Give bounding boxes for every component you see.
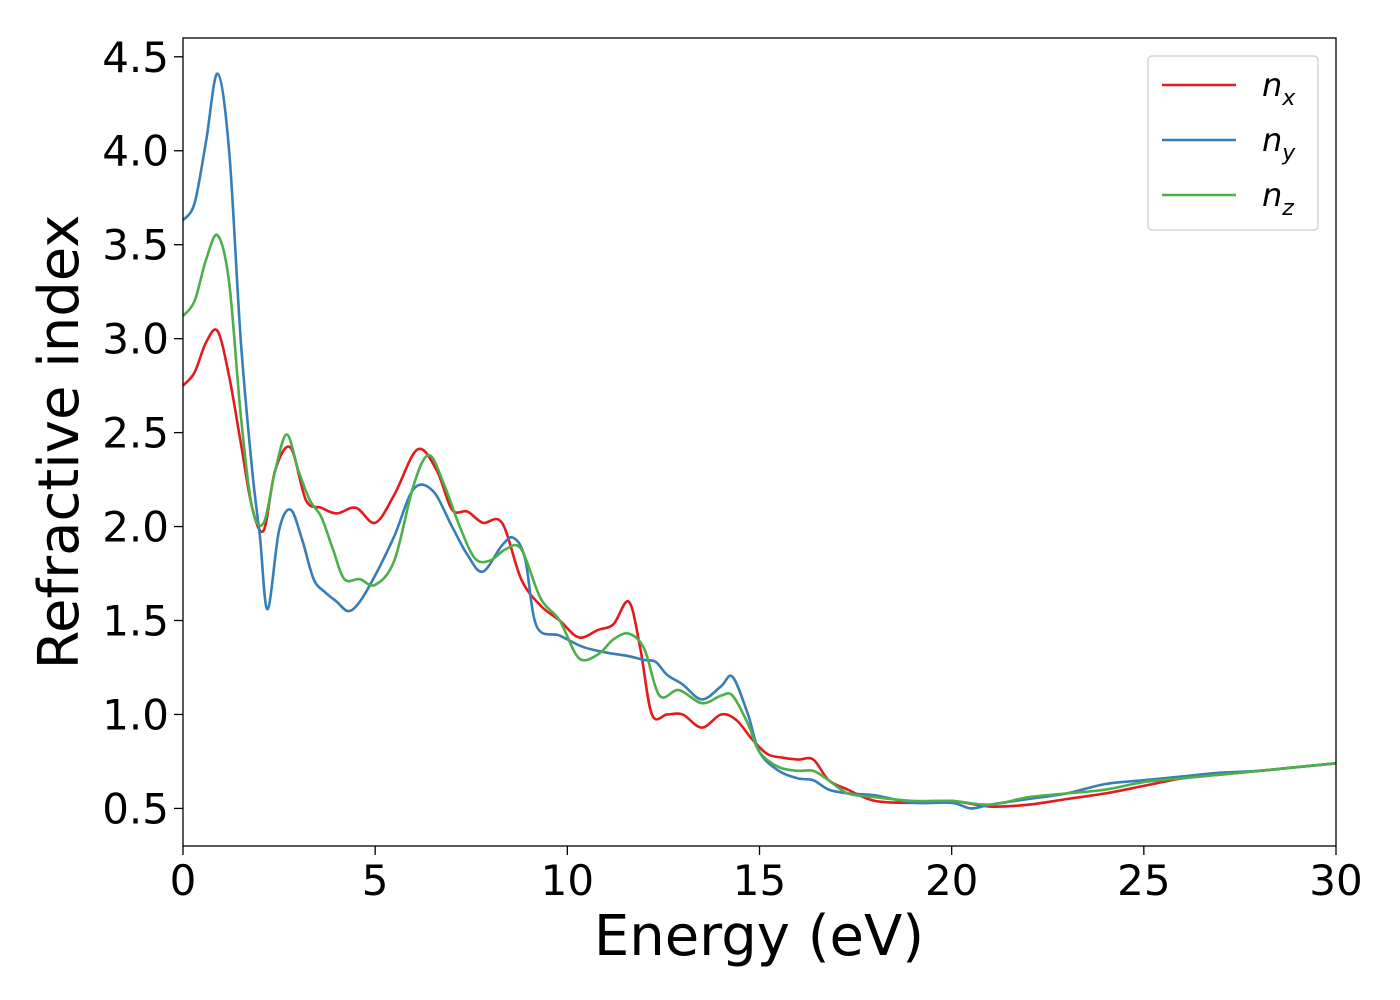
y-axis-ticks: 0.5 1.0 1.5 2.0 2.5 3.0 3.5 4.0 4.5 — [102, 33, 183, 833]
y-tick-label: 4.5 — [102, 33, 169, 82]
y-tick-label: 3.0 — [102, 315, 169, 364]
legend-label-ny: ny — [1262, 121, 1296, 166]
x-tick-label: 20 — [925, 856, 978, 905]
series-line-n-z — [181, 233, 1337, 807]
y-tick-label: 0.5 — [102, 784, 169, 833]
x-tick-label: 15 — [733, 856, 786, 905]
y-tick-label: 3.5 — [102, 221, 169, 270]
x-tick-label: 5 — [362, 856, 389, 905]
series-line-n-y — [181, 72, 1337, 810]
x-tick-label: 25 — [1117, 856, 1170, 905]
y-tick-label: 1.5 — [102, 597, 169, 646]
y-tick-label: 2.0 — [102, 503, 169, 552]
legend-label-nx: nx — [1262, 66, 1296, 111]
x-tick-label: 0 — [170, 856, 197, 905]
legend-label-nz: nz — [1262, 176, 1294, 221]
y-tick-label: 2.5 — [102, 409, 169, 458]
y-axis-label: Refractive index — [27, 215, 92, 670]
y-tick-label: 1.0 — [102, 690, 169, 739]
y-tick-label: 4.0 — [102, 127, 169, 176]
x-axis-label: Energy (eV) — [594, 904, 924, 969]
series-line-n-x — [182, 328, 1337, 808]
x-tick-label: 30 — [1309, 856, 1362, 905]
x-axis-ticks: 0 5 10 15 20 25 30 — [170, 846, 1363, 905]
plot-lines — [181, 72, 1337, 810]
x-tick-label: 10 — [541, 856, 594, 905]
legend: nx ny nz — [1147, 55, 1319, 231]
legend-box — [1147, 55, 1319, 231]
